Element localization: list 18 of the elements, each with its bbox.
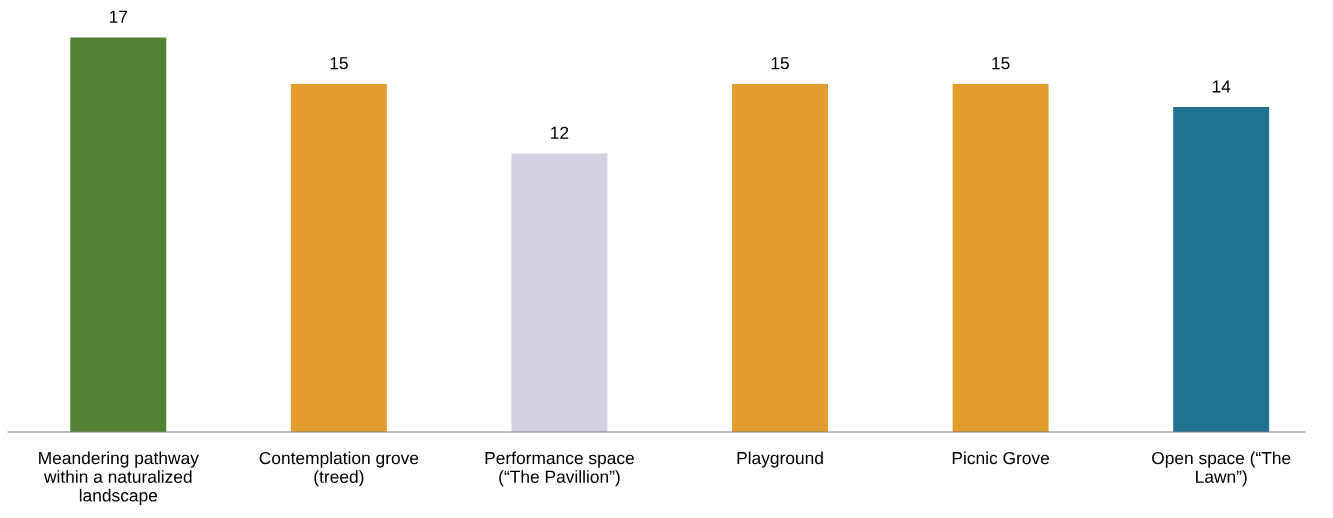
data-label: 12: [551, 126, 569, 139]
x-tick-label: Meandering pathway within a naturalized landscape: [39, 451, 199, 506]
data-label: 14: [1212, 80, 1231, 93]
bar: [511, 153, 608, 432]
x-tick-label: Contemplation grove (treed): [259, 451, 419, 487]
data-label: 17: [109, 10, 128, 23]
bar: [1173, 107, 1270, 432]
data-label: 15: [771, 57, 789, 70]
x-tick-label: Performance space (“The Pavillion”): [485, 451, 634, 487]
x-tick-label: Open space (“The Lawn”): [1152, 451, 1291, 487]
bar: [70, 37, 167, 432]
x-tick-label: Playground: [737, 451, 823, 468]
bar: [732, 83, 828, 432]
bar: [952, 83, 1049, 432]
x-tick-label: Picnic Grove: [952, 451, 1050, 465]
bar: [290, 83, 387, 432]
data-label: 15: [992, 57, 1010, 70]
data-label: 15: [330, 57, 348, 70]
